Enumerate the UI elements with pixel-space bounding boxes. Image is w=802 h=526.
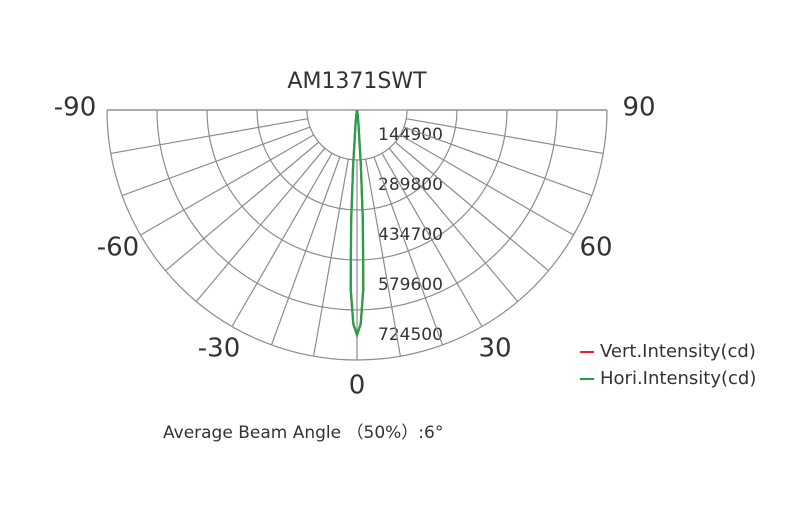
r-tick-label: 724500 xyxy=(378,325,443,345)
chart-title: AM1371SWT xyxy=(287,69,427,94)
grid-spoke xyxy=(406,118,604,155)
grid-spoke xyxy=(195,147,326,302)
grid-spoke xyxy=(121,126,311,197)
grid-ring xyxy=(306,109,408,161)
grid-spoke xyxy=(381,153,483,327)
grid-spoke xyxy=(165,141,320,272)
grid-spoke xyxy=(270,156,341,346)
grid-spoke xyxy=(312,159,349,357)
grid-spoke xyxy=(231,153,333,327)
theta-tick-label: -90 xyxy=(54,93,96,123)
grid-spoke xyxy=(110,118,308,155)
grid-spoke xyxy=(373,156,444,346)
r-tick-label: 289800 xyxy=(378,175,443,195)
grid-spoke xyxy=(400,134,574,236)
r-tick-label: 144900 xyxy=(378,125,443,145)
grid-spoke xyxy=(365,159,402,357)
theta-tick-label: -30 xyxy=(198,334,240,364)
theta-tick-label: -60 xyxy=(97,233,139,263)
theta-tick-label: 90 xyxy=(622,93,655,123)
grid-spoke xyxy=(140,134,314,236)
grid-spoke xyxy=(403,126,593,197)
legend-label: Hori.Intensity(cd) xyxy=(600,368,756,389)
r-tick-label: 579600 xyxy=(378,275,443,295)
theta-tick-label: 60 xyxy=(579,233,612,263)
grid-spoke xyxy=(388,147,519,302)
grid-spoke xyxy=(394,141,549,272)
footnote: Average Beam Angle （50%）:6° xyxy=(163,423,443,443)
legend-label: Vert.Intensity(cd) xyxy=(600,341,756,362)
theta-tick-label: 0 xyxy=(349,371,366,401)
theta-tick-label: 30 xyxy=(478,334,511,364)
intensity-curve xyxy=(349,110,365,339)
